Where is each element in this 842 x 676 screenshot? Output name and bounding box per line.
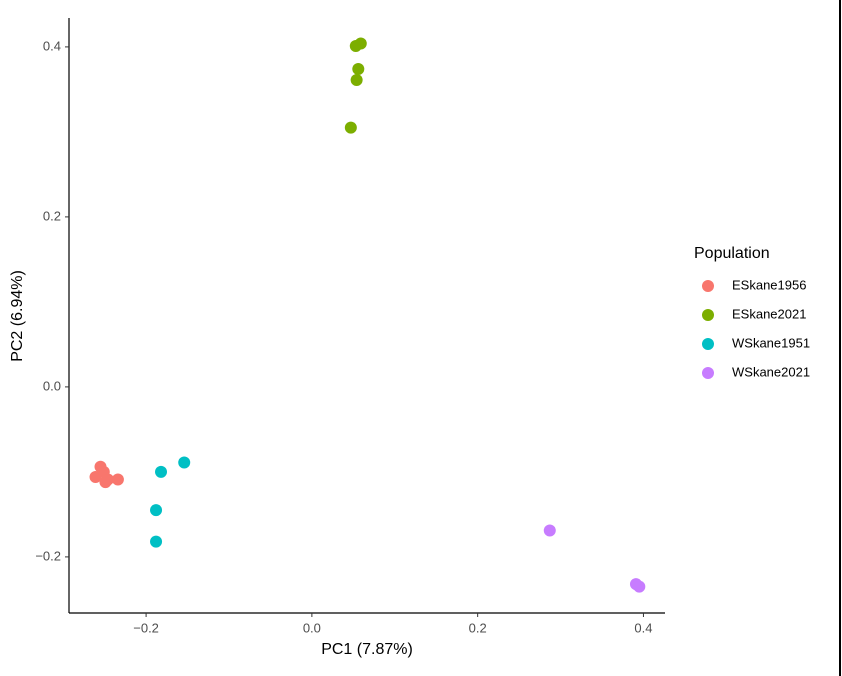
x-axis-title: PC1 (7.87%) (321, 641, 413, 658)
point (344, 121, 357, 134)
y-axis-title: PC2 (6.94%) (9, 270, 26, 362)
point (89, 471, 102, 483)
y-tick-label: 0.2 (43, 208, 61, 223)
point (352, 63, 365, 75)
point (155, 465, 168, 478)
point (101, 473, 114, 486)
x-tick-label: 0.4 (634, 620, 652, 635)
legend-title: Population (694, 245, 770, 262)
y-tick-label: −0.2 (35, 548, 61, 563)
point (150, 504, 163, 517)
legend-swatch (702, 338, 714, 350)
x-tick-label: 0.2 (469, 620, 487, 635)
y-tick-label: 0.0 (43, 378, 61, 393)
y-tick-label: 0.4 (43, 38, 61, 53)
point (178, 456, 191, 469)
legend-label: ESkane2021 (732, 306, 806, 321)
legend-swatch (702, 309, 714, 321)
point (633, 580, 646, 593)
legend-label: WSkane1951 (732, 335, 810, 350)
point (150, 535, 163, 548)
x-tick-label: 0.0 (303, 620, 321, 635)
point (354, 37, 367, 50)
point (111, 473, 124, 486)
legend-swatch (702, 367, 714, 379)
legend-label: WSkane2021 (732, 364, 810, 379)
point (543, 524, 556, 537)
legend-label: ESkane1956 (732, 277, 806, 292)
x-tick-label: −0.2 (133, 620, 159, 635)
point (350, 74, 363, 87)
legend-swatch (702, 280, 714, 292)
